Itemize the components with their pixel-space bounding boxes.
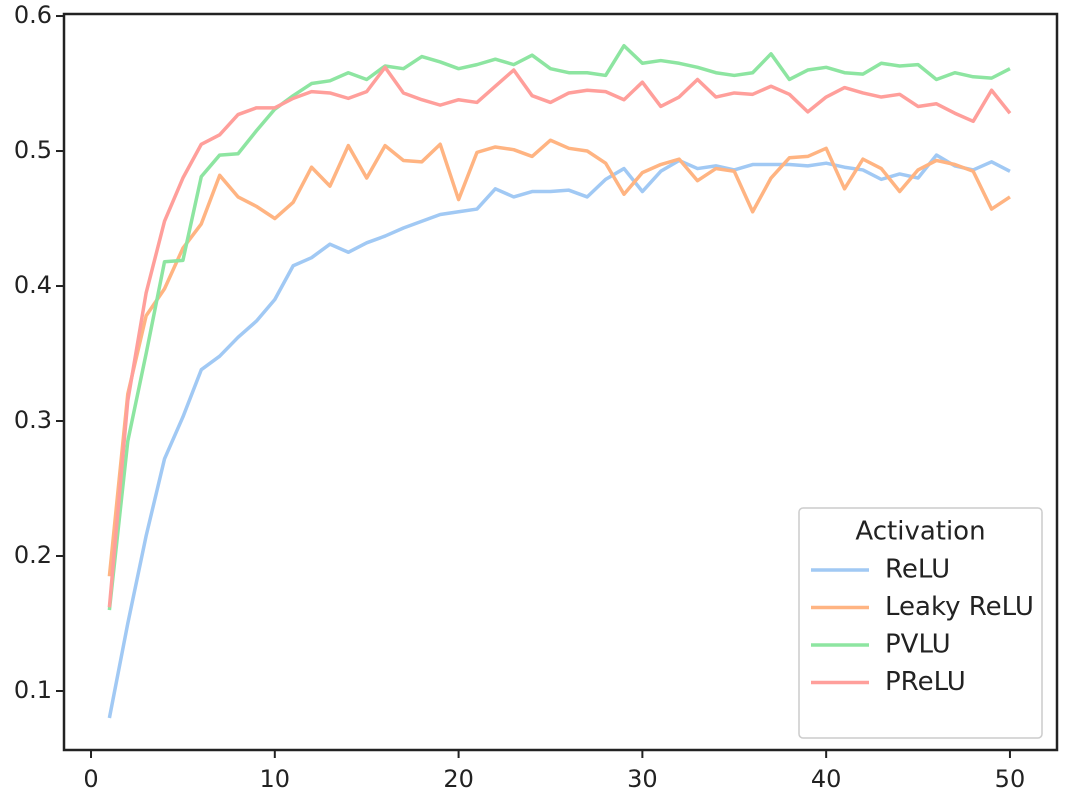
x-tick-label: 0 [83,765,98,793]
y-tick-label: 0.1 [14,676,52,704]
series-line [107,138,1011,577]
y-tick-label: 0.2 [14,541,52,569]
x-tick-label: 50 [995,765,1026,793]
legend-title: Activation [855,517,985,547]
legend-box [798,507,1043,739]
legend-label: ReLU [885,555,950,585]
y-tick-label: 0.4 [14,271,52,299]
y-tick-label: 0.3 [14,406,52,434]
x-tick-label: 30 [627,765,658,793]
legend: Activation ReLU Leaky ReLU PVLU PReLU [798,507,1043,739]
series-line [107,153,1011,719]
y-tick-label: 0.6 [14,1,52,29]
series-line [107,43,1011,611]
y-tick-label: 0.5 [14,136,52,164]
legend-label: PReLU [885,667,966,697]
legend-label: PVLU [885,630,951,660]
legend-label: Leaky ReLU [885,592,1034,622]
x-tick-label: 20 [443,765,474,793]
series-line [107,65,1012,608]
x-tick-label: 40 [811,765,842,793]
plot-frame [62,12,1059,752]
x-tick-label: 10 [260,765,291,793]
